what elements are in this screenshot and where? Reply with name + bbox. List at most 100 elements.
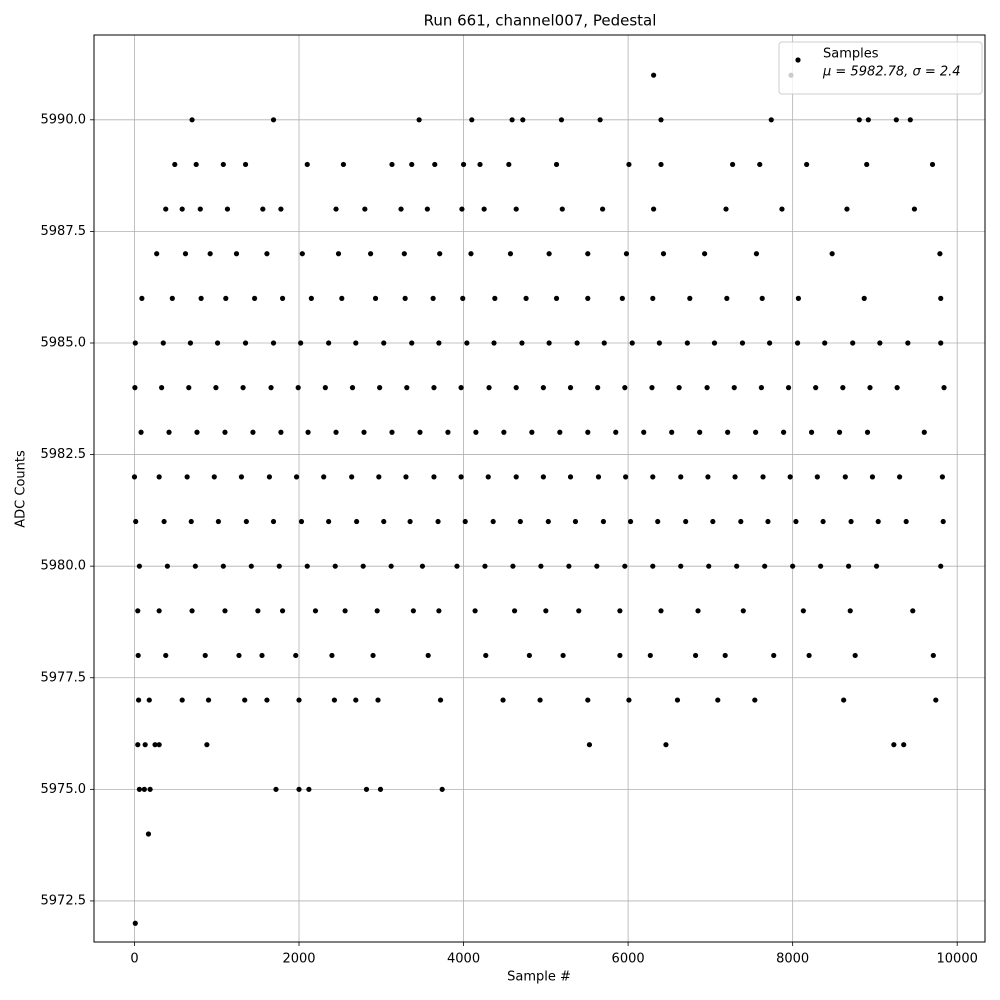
point xyxy=(401,251,407,257)
point xyxy=(198,295,204,301)
point xyxy=(907,117,913,123)
point xyxy=(136,563,143,569)
point xyxy=(619,295,625,301)
point xyxy=(436,608,442,614)
y-tick-label: 5980.0 xyxy=(41,559,87,574)
point xyxy=(780,429,787,435)
point xyxy=(893,117,899,123)
point xyxy=(641,429,647,435)
point xyxy=(353,340,359,346)
point xyxy=(595,474,602,480)
point xyxy=(407,518,413,525)
point xyxy=(840,385,846,391)
point xyxy=(340,161,347,168)
legend-note: μ = 5982.78, σ = 2.4 xyxy=(822,65,961,80)
point xyxy=(692,652,699,659)
point xyxy=(850,340,856,346)
point xyxy=(752,697,758,703)
point xyxy=(372,295,379,301)
point xyxy=(164,563,170,569)
point xyxy=(622,385,628,391)
point xyxy=(491,340,497,346)
point xyxy=(432,161,438,168)
point xyxy=(255,608,261,614)
point xyxy=(519,340,525,346)
point xyxy=(329,652,335,659)
x-tick-label: 4000 xyxy=(447,952,480,967)
point xyxy=(921,429,927,435)
point xyxy=(933,697,939,703)
point xyxy=(409,340,415,346)
point xyxy=(734,563,740,569)
y-tick-label: 5982.5 xyxy=(41,447,87,462)
point xyxy=(251,295,258,301)
point xyxy=(242,697,248,703)
point xyxy=(678,563,684,569)
point xyxy=(513,385,519,391)
point xyxy=(546,340,552,346)
point xyxy=(154,251,160,257)
point xyxy=(844,206,850,212)
point xyxy=(459,206,465,212)
point xyxy=(278,206,284,212)
point xyxy=(650,563,656,569)
point xyxy=(189,608,195,614)
point xyxy=(388,563,394,569)
y-tick-label: 5975.0 xyxy=(41,782,87,797)
point xyxy=(586,742,593,748)
point xyxy=(250,429,256,435)
point xyxy=(360,563,366,569)
point xyxy=(179,206,185,212)
point xyxy=(419,563,426,569)
point xyxy=(869,474,876,480)
point xyxy=(298,518,305,525)
point xyxy=(279,295,286,301)
point xyxy=(133,518,139,525)
point xyxy=(842,474,848,480)
point xyxy=(629,340,635,346)
x-tick-label: 8000 xyxy=(776,952,809,967)
point xyxy=(259,652,265,659)
point xyxy=(865,117,871,123)
x-tick-label: 0 xyxy=(130,952,138,967)
point xyxy=(938,295,944,301)
point xyxy=(141,786,147,792)
point xyxy=(490,518,496,525)
point xyxy=(326,340,332,346)
point xyxy=(483,652,489,659)
point xyxy=(136,786,143,792)
point xyxy=(779,206,785,212)
point xyxy=(435,518,441,525)
point xyxy=(669,429,675,435)
point xyxy=(215,518,221,525)
point xyxy=(848,518,854,525)
point xyxy=(163,652,169,659)
point xyxy=(233,251,240,257)
point xyxy=(268,385,274,391)
point xyxy=(739,340,746,346)
point xyxy=(485,474,491,480)
point xyxy=(765,518,771,525)
point xyxy=(731,385,737,391)
point xyxy=(511,608,518,614)
point xyxy=(160,340,166,346)
point xyxy=(836,429,843,435)
point xyxy=(617,608,623,614)
point xyxy=(264,697,270,703)
point xyxy=(939,474,945,480)
point xyxy=(538,563,544,569)
point xyxy=(296,786,302,792)
point xyxy=(820,518,826,525)
point xyxy=(304,563,310,569)
point xyxy=(674,697,681,703)
point xyxy=(172,161,178,168)
point xyxy=(276,563,282,569)
point xyxy=(139,295,145,301)
point xyxy=(486,385,492,391)
point xyxy=(166,429,172,435)
point xyxy=(852,652,858,659)
point xyxy=(553,295,560,301)
point xyxy=(711,340,718,346)
point xyxy=(543,608,549,614)
x-tick-label: 6000 xyxy=(612,952,645,967)
